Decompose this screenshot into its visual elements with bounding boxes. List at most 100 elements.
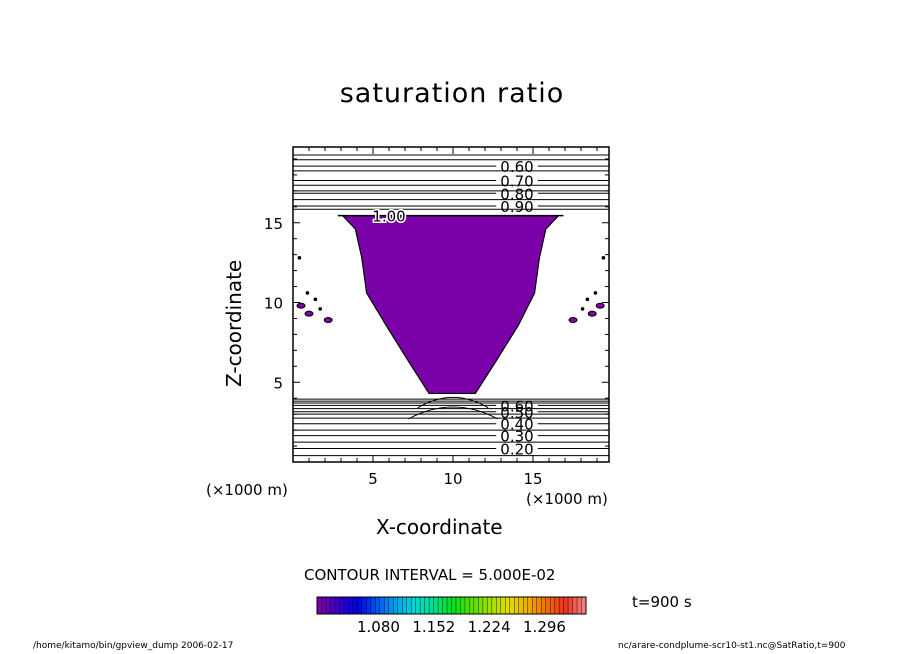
- contour-label-0.30: 0.30: [500, 428, 533, 446]
- colorbar-segment: [487, 596, 493, 615]
- contour-label-0.80: 0.80: [500, 185, 533, 203]
- colorbar-segment: [464, 596, 470, 615]
- colorbar-segment: [496, 596, 502, 615]
- colorbar-segment: [375, 596, 381, 615]
- colorbar-segment: [428, 596, 435, 615]
- colorbar-segment: [437, 596, 444, 615]
- colorbar-segment: [379, 596, 385, 615]
- colorbar-segment: [554, 596, 560, 615]
- footer-left-text: /home/kitamo/bin/gpview_dump 2006-02-17: [33, 641, 234, 651]
- colorbar-segment: [549, 596, 556, 615]
- x-tick-label: 15: [523, 470, 542, 488]
- colorbar-segment: [482, 596, 488, 615]
- colorbar-segment: [330, 596, 336, 615]
- small-contour-feature: [297, 256, 302, 260]
- side-plume-blob: [568, 317, 578, 324]
- colorbar-segment: [357, 596, 363, 615]
- colorbar-segment: [460, 596, 466, 615]
- y-tick-label: 15: [264, 215, 283, 233]
- colorbar-segment: [397, 596, 403, 615]
- colorbar-segment: [339, 596, 345, 615]
- colorbar-segment: [532, 596, 538, 615]
- x-tick-label: 5: [368, 470, 378, 488]
- colorbar-segment: [576, 596, 583, 615]
- colorbar-segment: [388, 596, 394, 615]
- colorbar-segment: [410, 596, 417, 615]
- colorbar-frame: [316, 596, 587, 615]
- small-contour-feature: [305, 291, 310, 295]
- contour-label-0.40: 0.40: [500, 416, 533, 434]
- colorbar-segment: [500, 596, 506, 615]
- footer-right-text: nc/arare-condplume-scr10-st1.nc@SatRatio…: [618, 641, 846, 651]
- colorbar-segment: [442, 596, 448, 615]
- small-contour-feature: [585, 297, 590, 302]
- colorbar-segment: [393, 596, 399, 615]
- colorbar-segment: [491, 596, 497, 615]
- small-contour-feature: [580, 307, 585, 311]
- plot-frame: [292, 146, 610, 463]
- colorbar-segment: [536, 596, 542, 615]
- side-plume-blob: [323, 317, 333, 324]
- time-label: t=900 s: [632, 593, 692, 611]
- colorbar-segment: [343, 596, 349, 615]
- colorbar-segment: [558, 596, 565, 615]
- colorbar-segment: [433, 596, 439, 615]
- contour-label-0.60: 0.60: [500, 397, 533, 415]
- colorbar-segment: [361, 596, 367, 615]
- colorbar-segment: [401, 596, 408, 615]
- contour-label-0.70: 0.70: [500, 172, 533, 190]
- colorbar-segment: [478, 596, 484, 615]
- colorbar-segment: [366, 596, 372, 615]
- colorbar-segment: [334, 596, 340, 615]
- colorbar-segment: [321, 596, 327, 615]
- contour-bump: [407, 406, 499, 420]
- colorbar-segment: [352, 596, 358, 615]
- colorbar-segment: [455, 596, 461, 615]
- colorbar-tick-label: 1.080: [357, 618, 400, 636]
- colorbar-segment: [473, 596, 479, 615]
- colorbar-segment: [509, 596, 515, 615]
- contour-interval-label: CONTOUR INTERVAL = 5.000E-02: [304, 566, 556, 584]
- colorbar-segment: [518, 596, 524, 615]
- x-axis-unit-right: (×1000 m): [526, 490, 608, 508]
- colorbar-segment: [527, 596, 533, 615]
- colorbar-segment: [563, 596, 569, 615]
- x-axis-label: X-coordinate: [376, 515, 503, 539]
- colorbar-segment: [348, 596, 354, 615]
- colorbar-segment: [424, 596, 430, 615]
- chart-title: saturation ratio: [339, 78, 565, 109]
- colorbar-segment: [415, 596, 421, 615]
- supersaturated-plume: [341, 214, 560, 395]
- side-plume-blob: [595, 302, 605, 309]
- contour-label-0.50: 0.50: [500, 404, 533, 422]
- colorbar-segment: [384, 596, 390, 615]
- contour-label-1.00: 1.00: [372, 208, 405, 226]
- colorbar-tick-label: 1.152: [412, 618, 455, 636]
- colorbar-segment: [540, 596, 547, 615]
- colorbar-segment: [505, 596, 511, 615]
- colorbar-segment: [446, 596, 452, 615]
- small-contour-feature: [593, 291, 598, 295]
- colorbar-segment: [316, 596, 322, 615]
- colorbar-tick-label: 1.224: [468, 618, 511, 636]
- small-contour-feature: [601, 256, 606, 260]
- side-plume-blob: [587, 310, 597, 317]
- colorbar-segment: [567, 596, 574, 615]
- colorbar-segment: [451, 596, 457, 615]
- colorbar-segment: [325, 596, 331, 615]
- y-tick-label: 5: [273, 374, 283, 392]
- contour-bump: [417, 397, 489, 409]
- colorbar-segment: [545, 596, 551, 615]
- colorbar-segment: [514, 596, 520, 615]
- x-tick-label: 10: [443, 470, 462, 488]
- contour-label-0.60: 0.60: [500, 158, 533, 176]
- colorbar-segment: [523, 596, 529, 615]
- y-tick-label: 10: [264, 295, 283, 313]
- x-axis-unit-left: (×1000 m): [206, 481, 288, 499]
- colorbar-segment: [572, 596, 578, 615]
- small-contour-feature: [318, 307, 323, 311]
- side-plume-blob: [304, 310, 314, 317]
- contour-label-0.90: 0.90: [500, 198, 533, 216]
